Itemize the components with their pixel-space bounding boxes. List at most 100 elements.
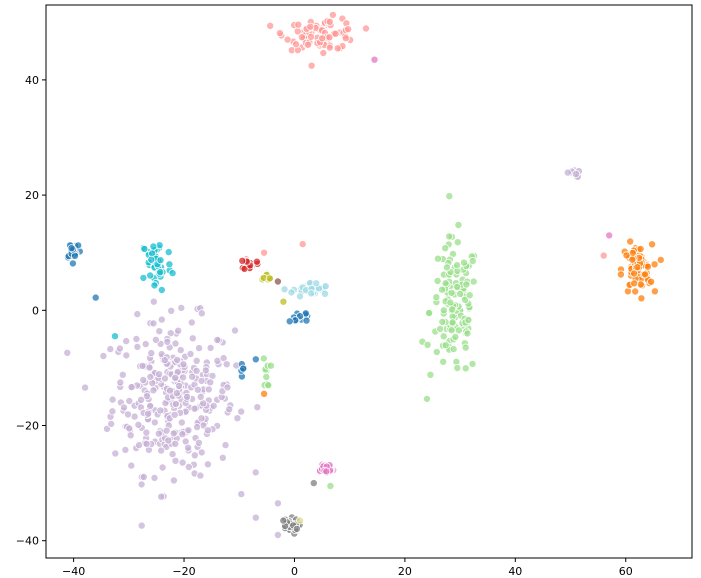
data-point [195, 344, 204, 353]
data-point [462, 280, 471, 289]
data-point [160, 374, 169, 383]
data-point [225, 405, 234, 414]
data-point [145, 363, 154, 372]
data-point [165, 260, 174, 269]
data-point [643, 262, 652, 271]
data-point [154, 429, 163, 438]
data-point [186, 349, 195, 358]
data-point [650, 287, 659, 296]
data-point [239, 364, 248, 373]
data-point [302, 316, 311, 325]
data-point [111, 332, 120, 341]
data-point [120, 403, 129, 412]
data-point [266, 361, 275, 370]
data-point [322, 467, 331, 476]
data-point [563, 168, 572, 177]
data-point [204, 385, 213, 394]
points-layer [63, 10, 665, 540]
data-point [633, 263, 642, 272]
data-point [445, 192, 454, 201]
data-point [279, 516, 288, 525]
data-point [146, 401, 155, 410]
data-point [196, 471, 205, 480]
data-point [203, 426, 212, 435]
data-point [125, 396, 134, 405]
data-point [197, 309, 206, 318]
data-point [647, 277, 656, 286]
data-point [453, 363, 462, 372]
data-point [453, 261, 462, 270]
data-point [631, 287, 640, 296]
x-tick-label: −20 [172, 565, 195, 578]
data-point [292, 524, 301, 533]
data-point [251, 468, 260, 477]
data-point [206, 378, 215, 387]
y-tick-label: 40 [25, 74, 39, 87]
data-point [196, 392, 205, 401]
data-point [448, 318, 457, 327]
data-point [193, 385, 202, 394]
data-point [142, 428, 151, 437]
data-point [171, 439, 180, 448]
data-point [137, 395, 146, 404]
data-point [307, 289, 316, 298]
data-point [283, 35, 292, 44]
data-point [165, 386, 174, 395]
data-point [280, 285, 289, 294]
data-point [171, 373, 180, 382]
data-point [630, 279, 639, 288]
data-point [325, 17, 334, 26]
x-tick-label: 0 [291, 565, 298, 578]
data-point [221, 441, 230, 450]
data-point [265, 274, 274, 283]
data-point [223, 383, 232, 392]
data-point [99, 351, 108, 360]
data-point [146, 372, 155, 381]
data-point [168, 269, 177, 278]
data-point [445, 232, 454, 241]
data-point [149, 319, 158, 328]
data-point [139, 273, 148, 282]
data-point [422, 394, 431, 403]
data-point [167, 306, 176, 315]
data-point [155, 370, 164, 379]
data-point [179, 360, 188, 369]
data-point [449, 345, 458, 354]
data-point [116, 378, 125, 387]
data-point [222, 360, 231, 369]
data-point [370, 55, 379, 64]
data-point [106, 345, 115, 354]
data-point [122, 351, 131, 360]
data-point [295, 516, 304, 525]
data-point [326, 481, 335, 490]
data-point [213, 335, 222, 344]
data-point [209, 401, 218, 410]
data-point [150, 418, 159, 427]
data-point [266, 21, 275, 30]
data-point [155, 327, 164, 336]
data-point [468, 256, 477, 265]
data-point [141, 340, 150, 349]
data-point [147, 349, 156, 358]
data-point [126, 431, 135, 440]
data-point [442, 263, 451, 272]
data-point [432, 347, 441, 356]
data-point [139, 472, 148, 481]
data-point [294, 20, 303, 29]
y-tick-label: 20 [25, 189, 39, 202]
data-point [328, 10, 337, 19]
data-point [298, 240, 307, 249]
data-point [251, 513, 260, 522]
data-point [307, 61, 316, 70]
data-point [304, 40, 313, 49]
data-point [262, 372, 271, 381]
data-point [463, 329, 472, 338]
data-point [461, 364, 470, 373]
data-point [426, 370, 435, 379]
data-point [63, 348, 72, 357]
plot-frame [45, 4, 693, 559]
data-point [361, 24, 370, 33]
data-point [171, 339, 180, 348]
data-point [287, 288, 296, 297]
data-point [650, 260, 659, 269]
